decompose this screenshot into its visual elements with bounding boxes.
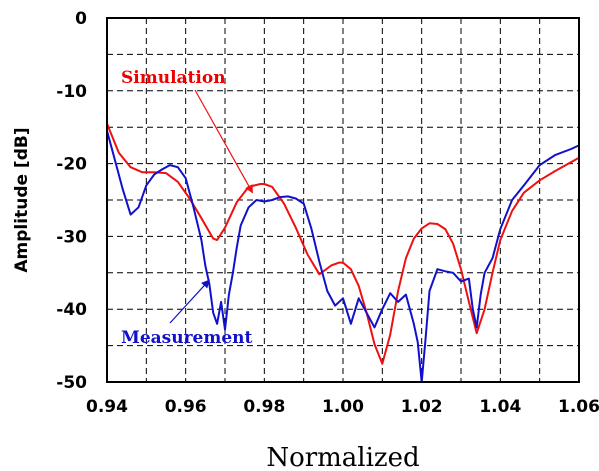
x-tick-label: 0.94 (86, 397, 128, 417)
x-tick-label: 1.06 (558, 397, 599, 417)
y-tick-label: -10 (56, 82, 87, 102)
y-tick-label: -40 (56, 300, 87, 320)
x-tick-label: 1.00 (322, 397, 364, 417)
series-layer (106, 123, 580, 383)
y-tick-label: -20 (56, 155, 87, 175)
y-axis-label: Amplitude [dB] (12, 127, 32, 272)
measurement-annotation-arrow (169, 279, 210, 324)
x-tick-label: 1.02 (401, 397, 443, 417)
x-tick-label: 0.98 (243, 397, 285, 417)
grid-layer (107, 18, 579, 382)
x-tick-label: 1.04 (479, 397, 521, 417)
plot-frame (106, 17, 580, 383)
y-tick-label: -50 (56, 373, 87, 393)
y-tick-label: 0 (75, 9, 87, 29)
x-tick-label: 0.96 (165, 397, 207, 417)
measurement-annotation-label: Measurement (121, 328, 253, 348)
x-axis-label: Normalized (266, 443, 419, 471)
simulation-annotation-arrow (194, 89, 254, 194)
series-line-measurement (106, 130, 580, 383)
tick-layer: 0 -10 -20 -30 -40 -50 0.94 0.96 0.98 1.00 1.02 1.04… (56, 9, 599, 417)
annotation-layer: Simulation Measurement (121, 68, 254, 348)
series-line-simulation (106, 123, 580, 365)
simulation-annotation-label: Simulation (121, 68, 226, 88)
y-tick-label: -30 (56, 227, 87, 247)
